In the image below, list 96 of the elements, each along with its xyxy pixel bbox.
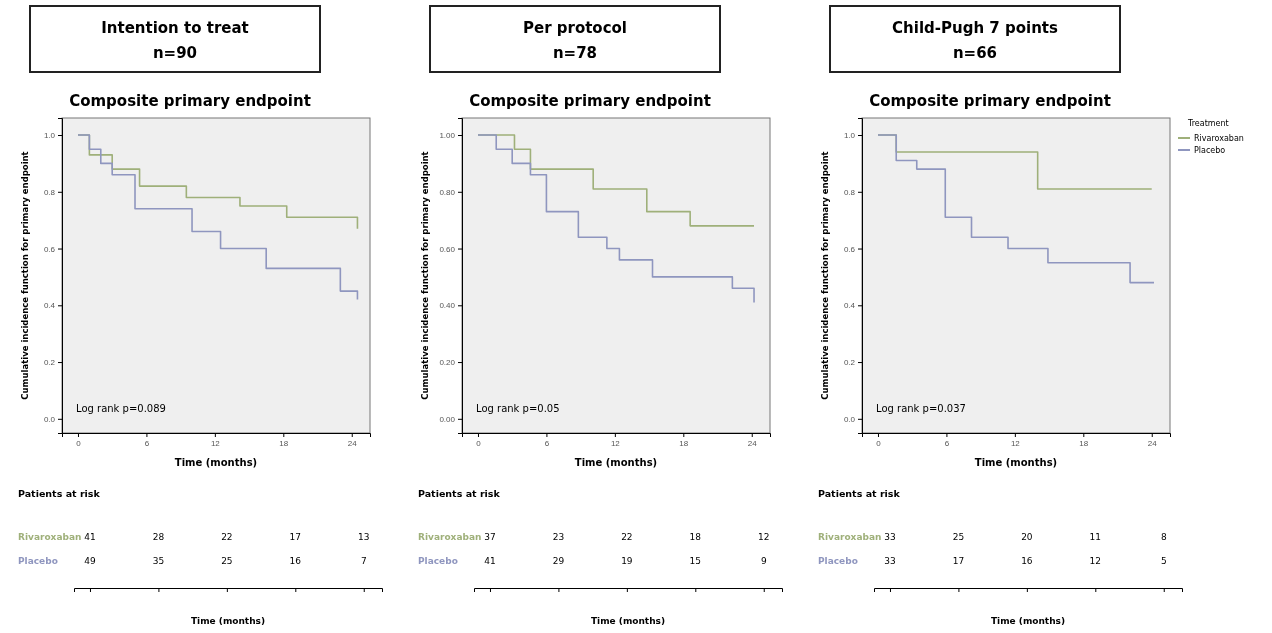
text: 41 [84, 532, 96, 542]
text: 22 [221, 532, 233, 542]
text: 29 [552, 556, 565, 566]
text: 7 [360, 556, 367, 566]
y-tick-label: 0.20 [439, 358, 456, 368]
y-tick-label: 0.8 [843, 187, 856, 197]
y-tick-label: 0.0 [843, 414, 856, 424]
text: Patients at risk [818, 488, 901, 499]
text: 41 [484, 556, 496, 566]
text: 19 [621, 556, 633, 566]
text: Composite primary endpoint [869, 92, 1111, 110]
x-tick-label: 18 [679, 438, 689, 448]
x-tick-label: 0 [876, 438, 882, 448]
text: 17 [952, 556, 965, 566]
x-tick-label: 24 [747, 438, 758, 448]
chart-subtitle: n=66 [952, 44, 998, 62]
x-tick-label: 6 [944, 438, 950, 448]
x-axis-title: Time (months) [174, 457, 258, 468]
x-tick-label: 24 [347, 438, 358, 448]
x-tick-label: 6 [544, 438, 550, 448]
text: Composite primary endpoint [469, 92, 711, 110]
text: 49 [84, 556, 96, 566]
text: Rivaroxaban [18, 532, 82, 542]
text: 12 [758, 532, 770, 542]
text: 11 [1089, 532, 1102, 542]
y-axis-title: Cumulative incidence function for primary endpoint [420, 151, 430, 400]
y-tick-label: 0.60 [439, 244, 456, 254]
legend-title: Treatment [1187, 119, 1229, 128]
text: 25 [952, 532, 965, 542]
text: 15 [689, 556, 702, 566]
y-axis-title: Cumulative incidence function for primary endpoint [20, 151, 30, 400]
annotation: Log rank p=0.089 [76, 403, 166, 414]
x-tick-label: 6 [144, 438, 150, 448]
chart-subtitle: n=90 [152, 44, 198, 62]
chart-title: Intention to treat [101, 19, 249, 37]
text: Patients at risk [418, 488, 501, 499]
x-tick-label: 0 [76, 438, 82, 448]
text: 18 [689, 532, 702, 542]
text: 17 [289, 532, 302, 542]
text: 35 [152, 556, 165, 566]
x-axis-title: Time (months) [574, 457, 658, 468]
text: Rivaroxaban [818, 532, 882, 542]
text: 8 [1160, 532, 1167, 542]
legend-label: Rivaroxaban [1194, 134, 1244, 143]
x-tick-label: 0 [476, 438, 482, 448]
text: Composite primary endpoint [69, 92, 311, 110]
y-tick-label: 0.6 [843, 244, 856, 254]
y-tick-label: 0.0 [43, 414, 56, 424]
text: 13 [358, 532, 370, 542]
text: 28 [152, 532, 165, 542]
y-tick-label: 0.8 [43, 187, 56, 197]
text: Time (months) [590, 616, 666, 626]
x-tick-label: 12 [210, 438, 221, 448]
x-tick-label: 18 [279, 438, 289, 448]
y-axis-title: Cumulative incidence function for primary endpoint [820, 151, 830, 400]
y-tick-label: 0.40 [439, 301, 456, 311]
text: 12 [1089, 556, 1102, 566]
text: 16 [289, 556, 302, 566]
y-tick-label: 0.2 [43, 358, 56, 368]
x-tick-label: 12 [610, 438, 621, 448]
y-tick-label: 0.6 [43, 244, 56, 254]
y-tick-label: 0.80 [439, 187, 456, 197]
text: 5 [1160, 556, 1167, 566]
text: Placebo [18, 556, 58, 566]
annotation: Log rank p=0.037 [876, 403, 966, 414]
x-tick-label: 12 [1010, 438, 1021, 448]
text: 20 [1021, 532, 1033, 542]
x-axis-title: Time (months) [974, 457, 1058, 468]
text: 33 [884, 532, 896, 542]
text: Placebo [818, 556, 858, 566]
text: 25 [221, 556, 233, 566]
text: 33 [884, 556, 896, 566]
text: 37 [484, 532, 496, 542]
chart-title: Child-Pugh 7 points [892, 19, 1058, 37]
chart-title: Per protocol [522, 19, 628, 37]
y-tick-label: 0.4 [843, 301, 856, 311]
annotation: Log rank p=0.05 [476, 403, 560, 414]
x-tick-label: 24 [1147, 438, 1158, 448]
text: 16 [1021, 556, 1033, 566]
legend-label: Placebo [1194, 146, 1226, 155]
text: Placebo [418, 556, 458, 566]
y-tick-label: 0.4 [43, 301, 56, 311]
y-tick-label: 1.0 [43, 131, 56, 141]
text: Rivaroxaban [418, 532, 482, 542]
y-tick-label: 1.00 [439, 131, 456, 141]
chart-subtitle: n=78 [552, 44, 598, 62]
text: Time (months) [990, 616, 1066, 626]
text: 22 [621, 532, 633, 542]
y-tick-label: 0.2 [843, 358, 856, 368]
y-tick-label: 0.00 [439, 414, 456, 424]
text: 23 [552, 532, 565, 542]
x-tick-label: 18 [1079, 438, 1089, 448]
text: Time (months) [190, 616, 266, 626]
text: Patients at risk [18, 488, 101, 499]
text: 9 [760, 556, 767, 566]
y-tick-label: 1.0 [843, 131, 856, 141]
